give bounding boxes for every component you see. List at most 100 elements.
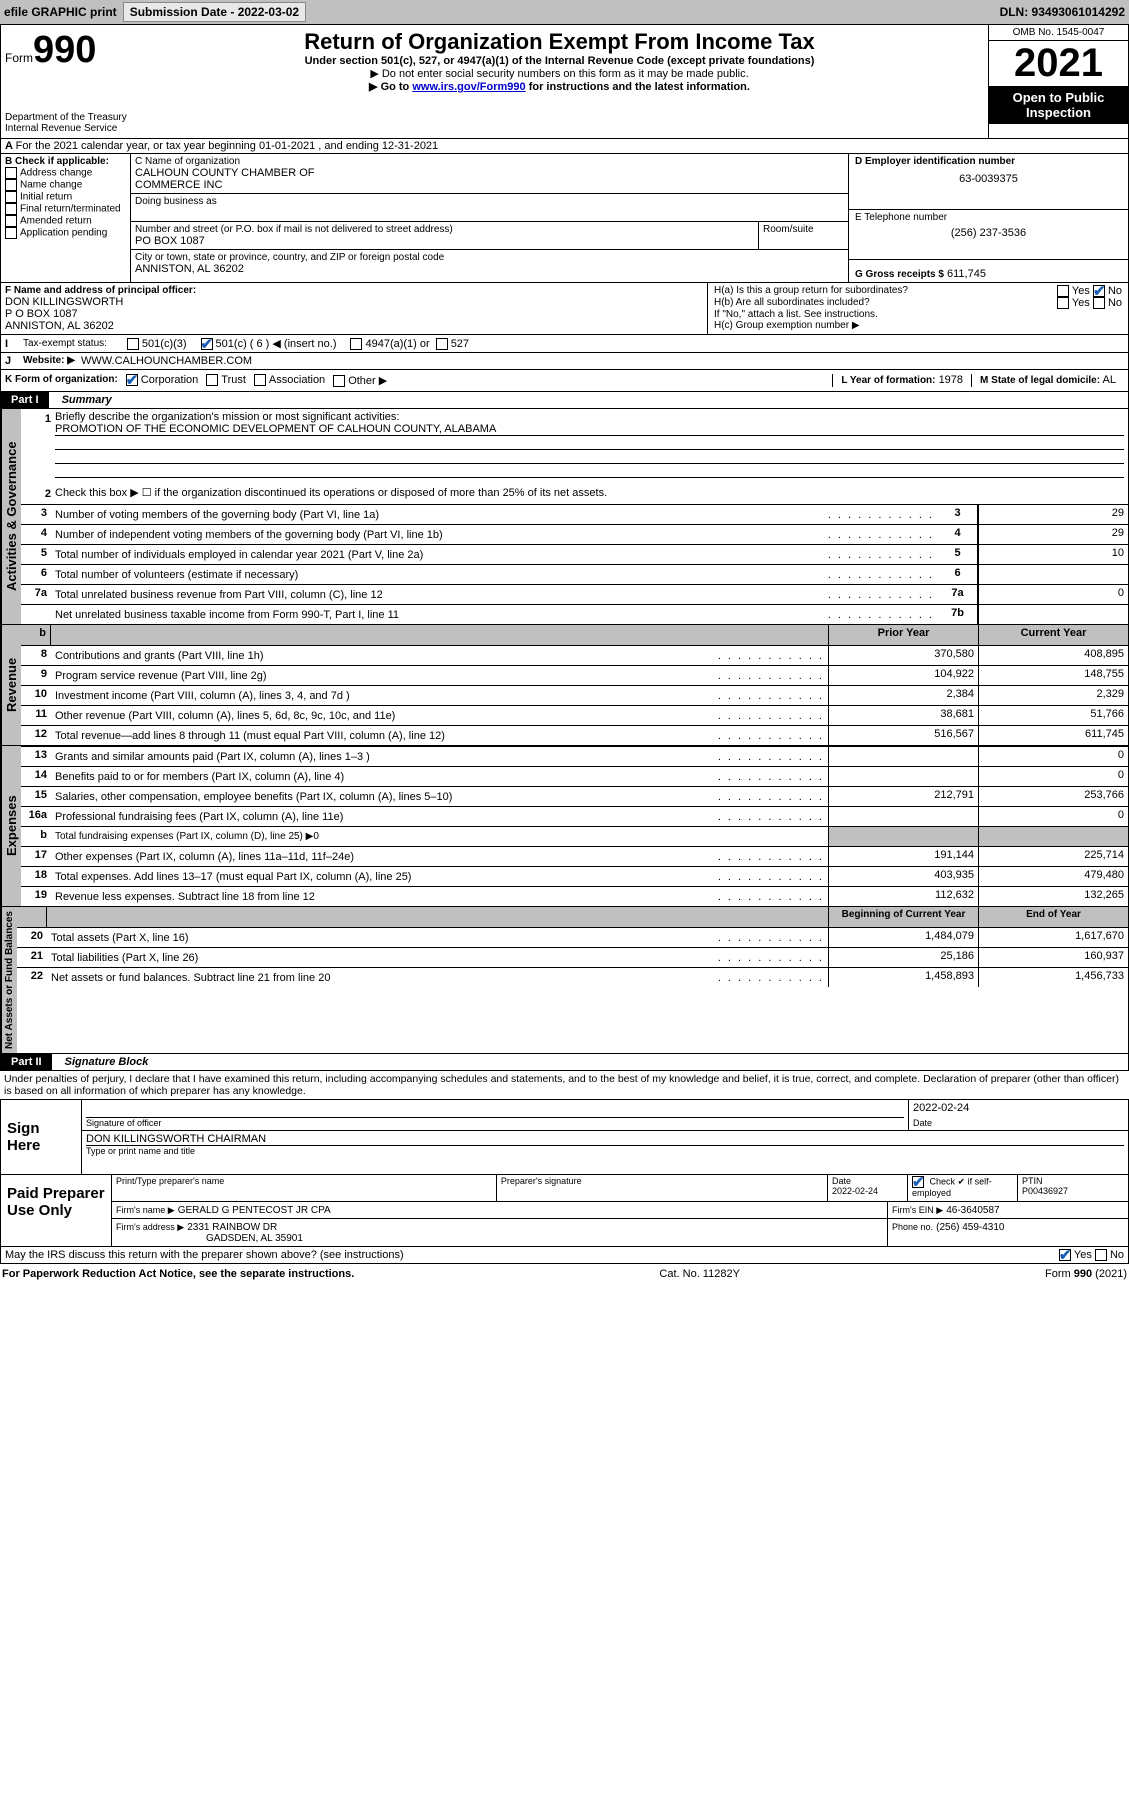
prior-value: 2,384 (828, 686, 978, 705)
hb-ifno: If "No," attach a list. See instructions… (714, 309, 1122, 320)
part1-expenses: Expenses 13 Grants and similar amounts p… (0, 746, 1129, 907)
identity-block: B Check if applicable: Address changeNam… (0, 153, 1129, 282)
b-checkbox[interactable] (5, 179, 17, 191)
self-employed-checkbox[interactable] (912, 1176, 924, 1188)
org-name-2: COMMERCE INC (135, 179, 844, 191)
current-value: 132,265 (978, 887, 1128, 906)
gov-value: 0 (978, 585, 1128, 604)
j-label: Website: ▶ (23, 355, 75, 367)
current-value: 160,937 (978, 948, 1128, 967)
mayirs-yes-checkbox[interactable] (1059, 1249, 1071, 1261)
m-label: M State of legal domicile: (980, 375, 1100, 386)
gross-receipts-value: 611,745 (947, 268, 986, 280)
other-checkbox[interactable] (333, 375, 345, 387)
phone-value: (256) 237-3536 (855, 223, 1122, 239)
officer-name: DON KILLINGSWORTH (5, 296, 703, 308)
sign-here-block: Sign Here Signature of officer 2022-02-2… (0, 1099, 1129, 1175)
firm-addr-label: Firm's address ▶ (116, 1222, 184, 1232)
form-number: 990 (33, 29, 96, 71)
dept-treasury: Department of the Treasury (5, 112, 127, 123)
prior-value: 25,186 (828, 948, 978, 967)
part2-label: Part II (1, 1054, 52, 1070)
officer-block: F Name and address of principal officer:… (0, 282, 1129, 334)
b-checkbox[interactable] (5, 215, 17, 227)
vlabel-revenue: Revenue (1, 625, 21, 745)
vlabel-expenses: Expenses (1, 746, 21, 906)
prior-value: 212,791 (828, 787, 978, 806)
d-label: D Employer identification number (855, 156, 1122, 167)
firm-name: GERALD G PENTECOST JR CPA (178, 1205, 331, 1216)
e-label: E Telephone number (855, 212, 1122, 223)
jurat-text: Under penalties of perjury, I declare th… (0, 1071, 1129, 1099)
col-current: Current Year (978, 625, 1128, 645)
ein-value: 63-0039375 (855, 167, 1122, 185)
4947-checkbox[interactable] (350, 338, 362, 350)
mayirs-no-checkbox[interactable] (1095, 1249, 1107, 1261)
footer-left: For Paperwork Reduction Act Notice, see … (2, 1268, 354, 1280)
col-begin: Beginning of Current Year (828, 907, 978, 927)
firm-phone: (256) 459-4310 (936, 1222, 1004, 1233)
b-checkbox[interactable] (5, 227, 17, 239)
sign-here-label: Sign Here (1, 1100, 81, 1174)
current-value: 479,480 (978, 867, 1128, 886)
ptin-value: P00436927 (1022, 1186, 1124, 1196)
form-word: Form (5, 51, 33, 65)
footer-right: Form 990 (2021) (1045, 1268, 1127, 1280)
gov-value (978, 565, 1128, 584)
paid-preparer-label: Paid Preparer Use Only (1, 1175, 111, 1246)
prior-value: 1,484,079 (828, 928, 978, 947)
irs-link[interactable]: www.irs.gov/Form990 (412, 81, 525, 93)
current-value: 253,766 (978, 787, 1128, 806)
current-value: 225,714 (978, 847, 1128, 866)
c-label: C Name of organization (135, 156, 844, 167)
current-value: 2,329 (978, 686, 1128, 705)
527-checkbox[interactable] (436, 338, 448, 350)
hb-label: H(b) Are all subordinates included? (714, 297, 870, 309)
501c-checkbox[interactable] (201, 338, 213, 350)
paid-preparer-block: Paid Preparer Use Only Print/Type prepar… (0, 1175, 1129, 1247)
trust-checkbox[interactable] (206, 374, 218, 386)
goto-prefix: ▶ Go to (369, 81, 412, 93)
mission-text: PROMOTION OF THE ECONOMIC DEVELOPMENT OF… (55, 423, 1124, 436)
ha-no-checkbox[interactable] (1093, 285, 1105, 297)
ha-yes-checkbox[interactable] (1057, 285, 1069, 297)
prior-value (828, 767, 978, 786)
firm-ein: 46-3640587 (946, 1205, 999, 1216)
b-checkbox[interactable] (5, 191, 17, 203)
b-checkbox[interactable] (5, 167, 17, 179)
street-label: Number and street (or P.O. box if mail i… (135, 224, 754, 235)
hb-yes-checkbox[interactable] (1057, 297, 1069, 309)
subtitle-2: ▶ Do not enter social security numbers o… (139, 67, 980, 80)
prior-value: 191,144 (828, 847, 978, 866)
part1-label: Part I (1, 392, 49, 408)
vlabel-netassets: Net Assets or Fund Balances (1, 907, 17, 1053)
current-value: 0 (978, 767, 1128, 786)
current-value: 611,745 (978, 726, 1128, 745)
corp-checkbox[interactable] (126, 374, 138, 386)
gov-value: 29 (978, 505, 1128, 524)
page-footer: For Paperwork Reduction Act Notice, see … (0, 1264, 1129, 1284)
501c3-checkbox[interactable] (127, 338, 139, 350)
dept-irs: Internal Revenue Service (5, 123, 127, 134)
assoc-checkbox[interactable] (254, 374, 266, 386)
room-label: Room/suite (763, 224, 844, 235)
b-checkbox[interactable] (5, 203, 17, 215)
form-title: Return of Organization Exempt From Incom… (139, 29, 980, 55)
tax-year-line: For the 2021 calendar year, or tax year … (16, 140, 439, 152)
firm-addr1: 2331 RAINBOW DR (187, 1222, 277, 1233)
line-a: A For the 2021 calendar year, or tax yea… (0, 138, 1129, 153)
submission-date-button[interactable]: Submission Date - 2022-03-02 (123, 2, 306, 22)
prior-value: 1,458,893 (828, 968, 978, 987)
city-value: ANNISTON, AL 36202 (135, 263, 844, 275)
part1-netassets: Net Assets or Fund Balances Beginning of… (0, 907, 1129, 1054)
open-public-badge: Open to Public Inspection (989, 86, 1128, 124)
officer-sub-label: Type or print name and title (86, 1146, 1124, 1156)
part1-revenue: Revenue b Prior Year Current Year 8 Cont… (0, 625, 1129, 746)
year-formation: 1978 (939, 374, 963, 386)
current-value: 1,456,733 (978, 968, 1128, 987)
prior-value (828, 747, 978, 766)
dln-label: DLN: 93493061014292 (1000, 5, 1125, 19)
firm-ein-label: Firm's EIN ▶ (892, 1205, 943, 1215)
prior-value: 516,567 (828, 726, 978, 745)
hb-no-checkbox[interactable] (1093, 297, 1105, 309)
